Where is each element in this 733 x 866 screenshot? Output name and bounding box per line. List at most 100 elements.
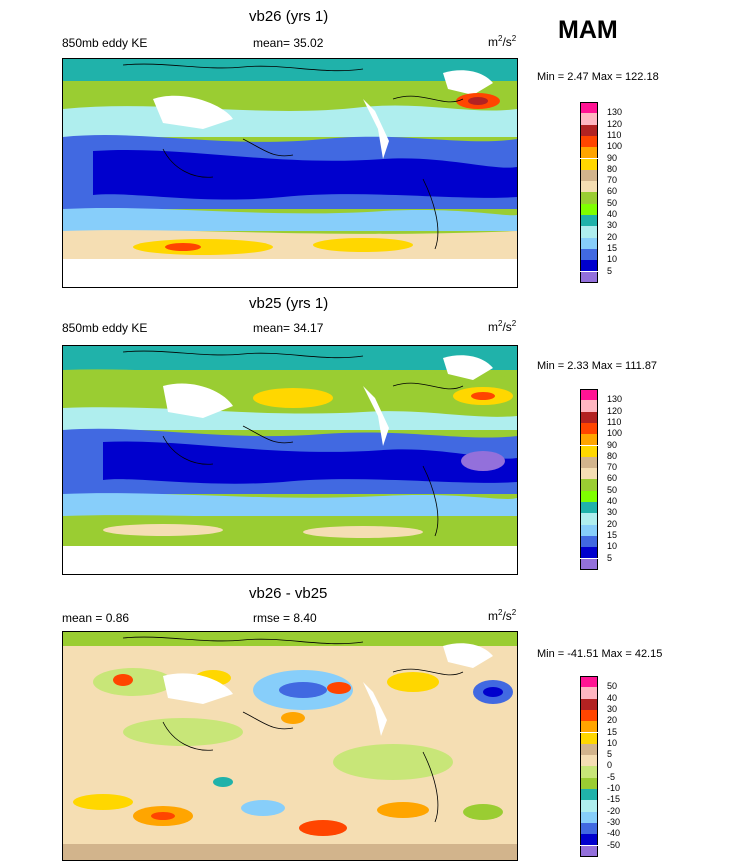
colorbar-tick-label: 15 (607, 242, 618, 253)
colorbar-tick-label: 50 (607, 681, 618, 692)
panel2-field (63, 346, 517, 574)
panel3-units: m2/s2 (488, 608, 517, 623)
panel2-minmax: Min = 2.33 Max = 111.87 (537, 360, 658, 372)
colorbar-tick-label: 10 (607, 737, 618, 748)
colorbar-swatch (580, 777, 598, 789)
colorbar-swatch (580, 811, 598, 823)
colorbar-tick-label: 70 (607, 175, 618, 186)
colorbar-tick-label: 90 (607, 152, 618, 163)
panel2-left-label: 850mb eddy KE (62, 321, 148, 335)
colorbar-swatch (580, 834, 598, 846)
panel3-field (63, 632, 517, 860)
colorbar-swatch (580, 676, 598, 688)
colorbar-tick-label: 0 (607, 760, 613, 771)
colorbar-tick-label: 80 (607, 450, 618, 461)
colorbar-tick-label: -40 (607, 828, 621, 839)
colorbar-tick-label: -10 (607, 783, 621, 793)
colorbar-swatch (580, 513, 598, 525)
colorbar-tick-label: 60 (607, 186, 618, 197)
colorbar-swatch (580, 422, 598, 435)
colorbar-swatch (580, 400, 598, 412)
colorbar-swatch (580, 260, 598, 272)
panel3-rmse-label: rmse = 8.40 (253, 611, 317, 625)
colorbar-swatch (580, 687, 598, 699)
colorbar-tick-label: 10 (607, 254, 618, 265)
colorbar-tick-label: 80 (607, 163, 618, 174)
colorbar-swatch (580, 192, 598, 204)
colorbar-swatch (580, 479, 598, 491)
colorbar-tick-label: 130 (607, 394, 623, 405)
colorbar-tick-label: -15 (607, 794, 621, 805)
colorbar-tick-label: 60 (607, 473, 618, 484)
colorbar-swatch (580, 248, 598, 261)
colorbar-tick-label: 100 (607, 428, 623, 439)
colorbar-swatch (580, 158, 598, 170)
colorbar-swatch (580, 203, 598, 215)
panel1-title: vb26 (yrs 1) (249, 8, 329, 25)
colorbar-tick-label: 5 (607, 749, 613, 760)
panel2-units: m2/s2 (488, 319, 517, 334)
colorbar-swatch (580, 181, 598, 193)
panel2-mean-label: mean= 34.17 (253, 321, 324, 335)
colorbar-swatch (580, 709, 598, 722)
panel3-map (62, 631, 518, 861)
panel1-field (63, 59, 517, 287)
panel1-units: m2/s2 (488, 34, 517, 49)
colorbar-tick-label: 15 (607, 529, 618, 540)
colorbar-swatch (580, 822, 598, 835)
colorbar-swatch (580, 226, 598, 238)
colorbar-tick-label: -20 (607, 805, 621, 816)
colorbar-tick-label: 120 (607, 405, 623, 416)
colorbar-tick-label: 20 (607, 715, 618, 726)
colorbar-swatch (580, 124, 598, 136)
panel2-map (62, 345, 518, 575)
colorbar-tick-label: 5 (607, 552, 613, 563)
colorbar-swatch (580, 271, 598, 283)
panel1-colorbar: 130 120 110 100 90 80 70 60 50 40 30 20 15 10 5 (580, 102, 640, 284)
colorbar-swatch (580, 766, 598, 778)
colorbar-tick-label: 20 (607, 518, 618, 529)
colorbar-swatch (580, 215, 598, 227)
colorbar-swatch (580, 547, 598, 559)
colorbar-tick-label: -50 (607, 839, 621, 850)
colorbar-tick-label: 70 (607, 462, 618, 473)
panel3-title: vb26 - vb25 (249, 585, 328, 602)
panel1-left-label: 850mb eddy KE (62, 36, 148, 50)
colorbar-swatch (580, 535, 598, 548)
colorbar-tick-label: 15 (607, 726, 618, 737)
colorbar-swatch (580, 135, 598, 148)
panel1-map (62, 58, 518, 288)
colorbar-tick-label: 50 (607, 197, 618, 208)
colorbar-swatch (580, 434, 598, 446)
panel3-colorbar: 50 40 30 20 15 10 5 0 -5 -10 -15 -20 -30 -40 -50 (580, 676, 640, 858)
colorbar-tick-label: 50 (607, 484, 618, 495)
colorbar-swatch (580, 411, 598, 423)
colorbar-swatch (580, 113, 598, 125)
panel2-colorbar: 130 120 110 100 90 80 70 60 50 40 30 20 15 10 5 (580, 389, 640, 571)
colorbar-swatch (580, 102, 598, 114)
colorbar-tick-label: 130 (607, 107, 623, 118)
colorbar-swatch (580, 468, 598, 480)
colorbar-tick-label: 5 (607, 265, 613, 276)
colorbar-swatch (580, 800, 598, 812)
colorbar-swatch (580, 524, 598, 536)
colorbar-tick-label: 120 (607, 118, 623, 129)
colorbar-tick-label: 10 (607, 541, 618, 552)
colorbar-tick-label: 110 (607, 416, 622, 427)
colorbar-tick-label: -30 (607, 816, 621, 827)
colorbar-swatch (580, 169, 598, 182)
colorbar-tick-label: 40 (607, 692, 618, 703)
colorbar-tick-label: 30 (607, 703, 618, 714)
colorbar-swatch (580, 445, 598, 457)
colorbar-swatch (580, 698, 598, 710)
colorbar-swatch (580, 721, 598, 733)
colorbar-tick-label: 30 (607, 220, 618, 231)
colorbar-swatch (580, 456, 598, 469)
colorbar-swatch (580, 237, 598, 249)
colorbar-swatch (580, 732, 598, 744)
panel3-mean-label: mean = 0.86 (62, 611, 130, 625)
colorbar-tick-label: 40 (607, 209, 618, 219)
colorbar-tick-label: 20 (607, 231, 618, 242)
colorbar-swatch (580, 490, 598, 502)
colorbar-swatch (580, 502, 598, 514)
